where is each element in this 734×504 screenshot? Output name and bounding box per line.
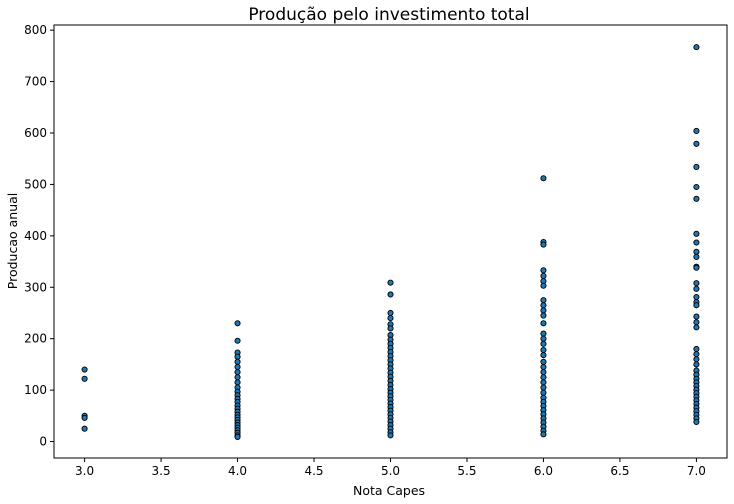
x-axis-label: Nota Capes (353, 483, 425, 498)
y-tick-label: 800 (24, 23, 47, 37)
data-point (234, 374, 241, 381)
data-point (693, 127, 700, 134)
data-point (693, 418, 700, 426)
data-point (693, 183, 700, 191)
data-point (234, 369, 241, 376)
y-tick-label: 400 (24, 229, 47, 243)
data-point (540, 272, 547, 280)
data-point (387, 432, 394, 439)
y-tick-label: 700 (24, 75, 47, 89)
data-point (234, 363, 241, 371)
data-point (234, 337, 241, 344)
x-tick-label: 6.0 (534, 464, 553, 478)
x-tick-label: 3.0 (75, 464, 94, 478)
data-point (387, 315, 394, 322)
data-point (693, 361, 700, 368)
data-point (693, 239, 700, 246)
x-tick-label: 5.5 (457, 464, 476, 478)
data-point (693, 248, 700, 255)
data-point (540, 431, 547, 438)
data-point (234, 358, 241, 365)
data-point (693, 264, 700, 271)
data-point (81, 375, 88, 382)
data-point (540, 352, 547, 359)
data-point (387, 279, 394, 286)
x-tick-label: 4.5 (304, 464, 323, 478)
data-point (540, 374, 547, 381)
y-tick-label: 300 (24, 280, 47, 294)
data-point (540, 340, 547, 347)
data-point (693, 195, 700, 202)
data-point (693, 140, 700, 147)
data-point (234, 379, 241, 386)
data-point (540, 297, 547, 304)
data-point (387, 309, 394, 317)
data-point (693, 230, 700, 237)
data-point (540, 369, 547, 376)
data-point (693, 44, 700, 51)
data-point (540, 320, 547, 327)
data-point (693, 293, 700, 301)
data-point (540, 302, 547, 309)
data-point (540, 389, 547, 396)
chart-title: Produção pelo investimento total (248, 5, 529, 25)
data-point (540, 312, 547, 319)
data-point (693, 356, 700, 363)
data-point (540, 379, 547, 386)
data-point (387, 325, 394, 332)
y-axis: 0 100 200 300 400 500 600 700 800 (24, 23, 54, 449)
data-point (540, 330, 547, 337)
y-tick-label: 600 (24, 126, 47, 140)
x-tick-label: 3.5 (152, 464, 171, 478)
data-point (540, 267, 547, 274)
data-point (693, 319, 700, 326)
data-point (234, 353, 241, 360)
y-tick-label: 500 (24, 177, 47, 191)
data-point (693, 302, 700, 309)
data-point (81, 366, 88, 373)
data-point (693, 345, 700, 353)
y-tick-label: 200 (24, 332, 47, 346)
data-point (540, 346, 547, 354)
data-point (81, 414, 88, 421)
data-point (540, 241, 547, 248)
data-point (693, 313, 700, 320)
data-point (540, 363, 547, 371)
y-tick-label: 100 (24, 383, 47, 397)
data-point (693, 163, 700, 170)
data-point (540, 335, 547, 342)
data-point (234, 320, 241, 327)
data-point (387, 291, 394, 298)
data-point (540, 307, 547, 314)
data-point (540, 175, 547, 182)
x-tick-label: 4.0 (228, 464, 247, 478)
data-point (540, 384, 547, 391)
x-tick-label: 6.5 (610, 464, 629, 478)
data-point (693, 285, 700, 292)
data-point (540, 358, 547, 365)
x-tick-label: 5.0 (381, 464, 400, 478)
data-points (81, 44, 700, 440)
data-point (693, 324, 700, 331)
data-point (81, 425, 88, 432)
x-axis: 3.0 3.5 4.0 4.5 5.0 5.5 6.0 6.5 7.0 (75, 458, 706, 478)
data-point (693, 253, 700, 260)
y-axis-label: Producao anual (5, 193, 20, 289)
data-point (540, 282, 547, 289)
y-tick-label: 0 (39, 435, 47, 449)
data-point (234, 433, 241, 440)
data-point (693, 351, 700, 358)
data-point (693, 280, 700, 287)
x-tick-label: 7.0 (687, 464, 706, 478)
